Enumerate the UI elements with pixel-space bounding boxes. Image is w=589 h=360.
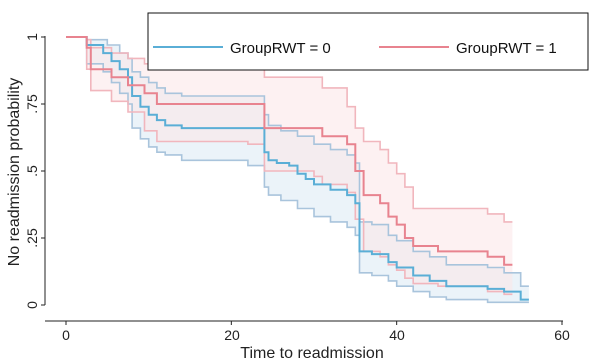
ci-lower-line-group1 <box>66 36 513 296</box>
y-axis-title: No readmission probability <box>6 78 23 267</box>
y-tick-label-1: .25 <box>24 228 40 248</box>
survival-line-group0 <box>66 36 529 301</box>
x-tick-labels: 0 20 40 60 <box>62 327 570 343</box>
x-tick-label-40: 40 <box>389 327 405 343</box>
y-tick-label-3: .75 <box>24 94 40 114</box>
x-axis: 0 20 40 60 Time to readmission <box>45 320 570 360</box>
x-tick-label-0: 0 <box>62 327 70 343</box>
y-axis: 0 .25 .5 .75 1 No readmission probabilit… <box>6 33 46 309</box>
y-tick-labels: 0 .25 .5 .75 1 <box>24 33 40 309</box>
x-axis-title: Time to readmission <box>240 345 383 360</box>
survival-line-group1 <box>66 36 513 266</box>
x-tick-label-60: 60 <box>554 327 570 343</box>
ci-lower-line-group0 <box>66 36 529 304</box>
legend: GroupRWT = 0 GroupRWT = 1 <box>147 12 589 71</box>
x-tick-marks <box>65 321 563 325</box>
survival-curves <box>66 36 529 301</box>
y-tick-marks <box>41 36 45 306</box>
legend-label-group1: GroupRWT = 1 <box>456 40 557 57</box>
y-tick-label-4: 1 <box>24 33 40 41</box>
y-tick-label-0: 0 <box>24 301 40 309</box>
y-tick-label-2: .5 <box>24 165 40 177</box>
legend-label-group0: GroupRWT = 0 <box>230 40 331 57</box>
x-tick-label-20: 20 <box>224 327 240 343</box>
legend-box <box>147 12 589 71</box>
